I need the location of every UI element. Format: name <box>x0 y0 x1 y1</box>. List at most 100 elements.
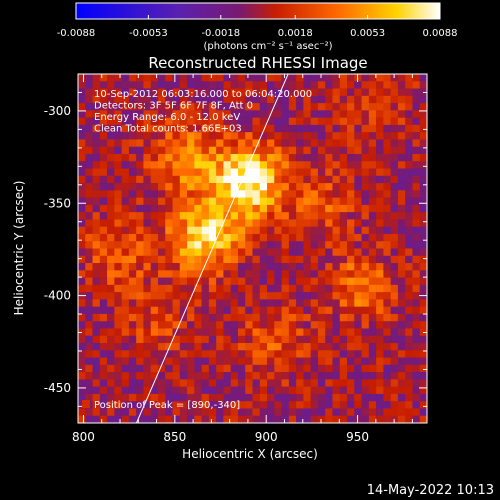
heatmap-cell <box>303 299 311 307</box>
heatmap-cell <box>354 204 362 213</box>
heatmap-cell <box>136 292 144 300</box>
heatmap-cell <box>288 88 297 97</box>
heatmap-cell <box>310 313 319 322</box>
heatmap-cell <box>165 88 173 97</box>
heatmap-cell <box>310 103 319 111</box>
heatmap-cell <box>281 372 290 380</box>
heatmap-cell <box>259 270 268 278</box>
heatmap-cell <box>165 183 173 191</box>
heatmap-cell <box>354 321 362 329</box>
heatmap-cell <box>179 386 188 395</box>
heatmap-cell <box>165 219 173 227</box>
heatmap-cell <box>267 401 275 409</box>
heatmap-cell <box>245 393 253 402</box>
heatmap-cell <box>208 233 217 242</box>
heatmap-cell <box>317 117 326 126</box>
heatmap-cell <box>252 124 261 133</box>
heatmap-cell <box>187 103 195 111</box>
heatmap-cell <box>405 146 413 155</box>
heatmap-cell <box>92 379 101 387</box>
heatmap-cell <box>136 153 144 162</box>
heatmap-cell <box>347 364 355 373</box>
heatmap-cell <box>412 219 421 227</box>
heatmap-cell <box>150 277 159 286</box>
heatmap-cell <box>230 241 239 249</box>
heatmap-cell <box>412 241 421 249</box>
heatmap-cell <box>143 212 152 220</box>
heatmap-cell <box>368 110 377 118</box>
heatmap-cell <box>368 248 377 257</box>
heatmap-cell <box>368 393 377 402</box>
heatmap-cell <box>165 393 173 402</box>
heatmap-cell <box>245 270 253 278</box>
heatmap-cell <box>172 103 181 111</box>
heatmap-cell <box>157 183 166 191</box>
heatmap-cell <box>347 343 355 351</box>
heatmap-cell <box>303 219 311 227</box>
heatmap-cell <box>165 299 173 307</box>
heatmap-cell <box>354 117 362 126</box>
heatmap-cell <box>354 248 362 257</box>
heatmap-cell <box>157 335 166 344</box>
heatmap-cell <box>85 263 93 271</box>
heatmap-cell <box>136 335 144 344</box>
heatmap-cell <box>259 321 268 329</box>
heatmap-cell <box>245 168 253 177</box>
heatmap-cell <box>368 328 377 337</box>
heatmap-cell <box>296 124 304 133</box>
heatmap-cell <box>114 74 122 82</box>
heatmap-cell <box>237 357 246 366</box>
heatmap-cell <box>157 299 166 307</box>
heatmap-cell <box>237 248 246 257</box>
heatmap-cell <box>99 204 108 213</box>
heatmap-cell <box>361 292 370 300</box>
heatmap-cell <box>347 379 355 387</box>
heatmap-cell <box>296 284 304 293</box>
heatmap-cell <box>179 379 188 387</box>
heatmap-cell <box>317 408 326 417</box>
heatmap-cell <box>194 110 202 118</box>
heatmap-cell <box>317 372 326 380</box>
heatmap-cell <box>78 350 86 358</box>
heatmap-cell <box>172 263 181 271</box>
heatmap-cell <box>121 175 130 184</box>
heatmap-cell <box>412 343 421 351</box>
heatmap-cell <box>223 146 231 155</box>
heatmap-cell <box>107 226 115 235</box>
heatmap-cell <box>187 219 195 227</box>
heatmap-cell <box>194 364 202 373</box>
heatmap-cell <box>187 335 195 344</box>
heatmap-cell <box>165 313 173 322</box>
heatmap-cell <box>201 292 210 300</box>
heatmap-cell <box>397 372 406 380</box>
heatmap-cell <box>252 110 261 118</box>
colorbar-gradient <box>75 2 441 20</box>
heatmap-cell <box>165 95 173 104</box>
heatmap-cell <box>99 270 108 278</box>
heatmap-cell <box>179 350 188 358</box>
heatmap-cell <box>405 233 413 242</box>
heatmap-cell <box>128 161 137 169</box>
heatmap-cell <box>237 313 246 322</box>
heatmap-cell <box>397 379 406 387</box>
heatmap-cell <box>296 255 304 264</box>
heatmap-cell <box>397 284 406 293</box>
heatmap-cell <box>259 95 268 104</box>
heatmap-cell <box>92 277 101 286</box>
heatmap-cell <box>237 168 246 177</box>
heatmap-cell <box>368 190 377 198</box>
heatmap-cell <box>405 270 413 278</box>
heatmap-cell <box>216 88 224 97</box>
heatmap-cell <box>245 233 253 242</box>
heatmap-cell <box>419 263 427 271</box>
heatmap-cell <box>136 74 144 82</box>
heatmap-cell <box>208 386 217 395</box>
heatmap-cell <box>150 153 159 162</box>
heatmap-cell <box>136 204 144 213</box>
heatmap-cell <box>317 292 326 300</box>
heatmap-cell <box>99 299 108 307</box>
heatmap-cell <box>223 321 231 329</box>
heatmap-cell <box>201 183 210 191</box>
heatmap-cell <box>281 364 290 373</box>
heatmap-cell <box>150 393 159 402</box>
